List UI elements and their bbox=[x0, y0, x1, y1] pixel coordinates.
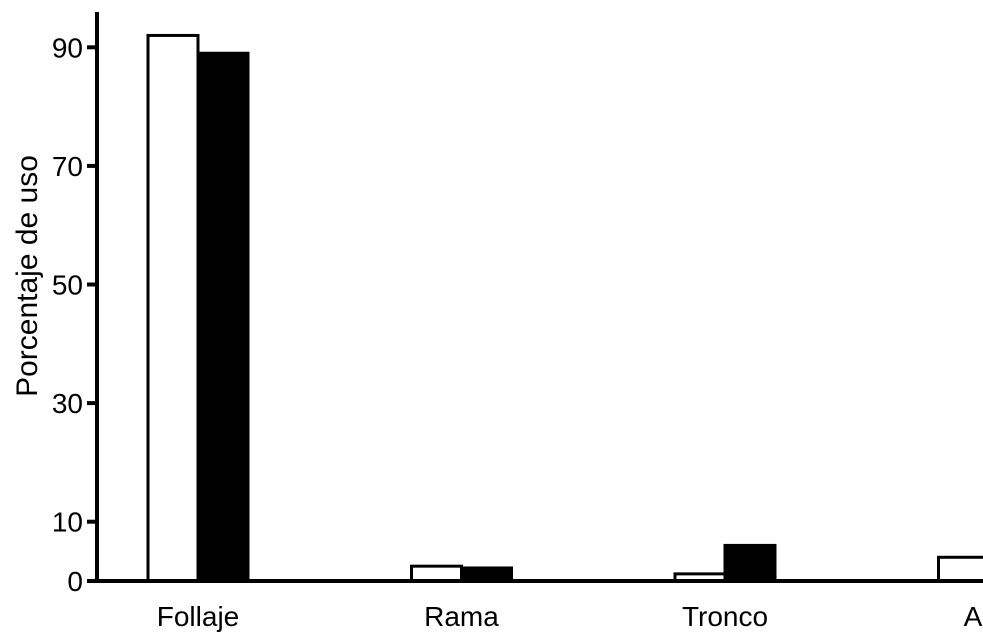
y-ticks: 0 10 30 50 70 90 bbox=[52, 32, 97, 597]
y-tick-label: 0 bbox=[67, 566, 83, 597]
y-tick-label: 70 bbox=[52, 151, 83, 182]
y-tick-label: 10 bbox=[52, 507, 83, 538]
bar-aire-series-1 bbox=[939, 557, 983, 581]
x-tick-label: Rama bbox=[424, 601, 499, 632]
x-tick-label: Aire bbox=[964, 601, 983, 632]
bar-rama-series-1 bbox=[412, 566, 462, 581]
bar-follaje-series-1 bbox=[148, 35, 198, 581]
y-axis-title: Porcentaje de uso bbox=[11, 155, 44, 397]
y-tick-label: 30 bbox=[52, 388, 83, 419]
bars-layer bbox=[148, 35, 983, 581]
y-tick-label: 90 bbox=[52, 32, 83, 63]
bar-follaje-series-2 bbox=[198, 53, 248, 581]
bar-tronco-series-2 bbox=[725, 545, 775, 581]
x-tick-label: Follaje bbox=[157, 601, 239, 632]
x-tick-labels: FollajeRamaTroncoAireSuelo bbox=[157, 601, 983, 632]
y-tick-label: 50 bbox=[52, 270, 83, 301]
x-tick-label: Tronco bbox=[682, 601, 768, 632]
